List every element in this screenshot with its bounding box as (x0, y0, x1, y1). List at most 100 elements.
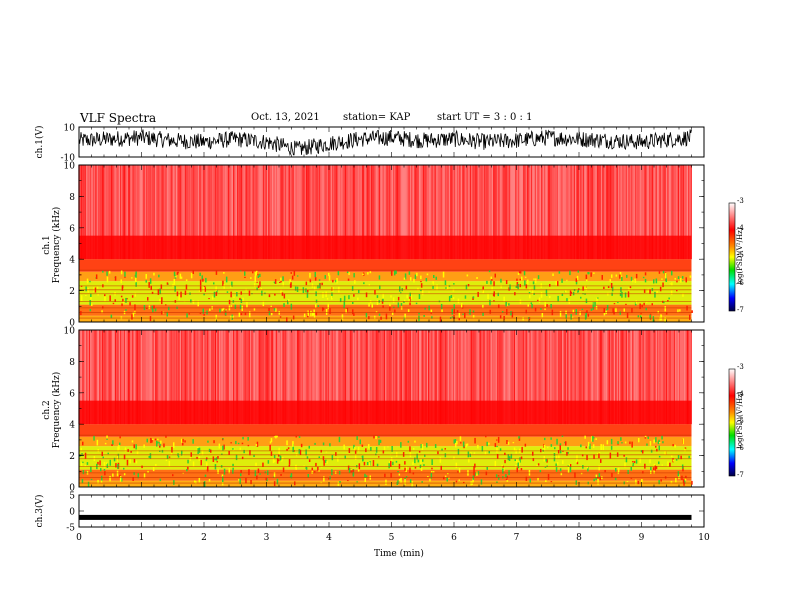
ch2-psd-cell (576, 454, 578, 461)
ch2-psd-cell (630, 477, 633, 479)
y-tick-label: -5 (66, 524, 75, 534)
ch1-psd-cell (430, 312, 432, 314)
ch1-psd-cell (630, 276, 633, 281)
ch2-psd-cell (247, 437, 249, 441)
ch2-psd-cell (677, 471, 680, 477)
ch1-psd-cell (416, 272, 418, 277)
ch1-psd-cell (482, 286, 484, 290)
ch1-psd-cell (534, 307, 537, 312)
ch1-psd-cell (609, 279, 611, 282)
ch1-psd-cell (367, 272, 369, 275)
ch1-psd-cell (537, 299, 539, 301)
ch1-psd-cell (640, 315, 642, 318)
ch1-psd-cell (458, 312, 461, 319)
ch1-psd-cell (375, 311, 378, 313)
ch1-psd-cell (654, 291, 656, 298)
ch2-psd-cell (565, 441, 567, 446)
ch2-psd-cell (243, 449, 245, 454)
ch1-psd-cell (625, 303, 627, 305)
ch1-psd-cell (289, 279, 291, 284)
ch2-psd-cell (455, 462, 458, 468)
ch2-psd-cell (567, 452, 569, 454)
ch1-psd-cell (580, 296, 582, 299)
ch1-psd-cell (203, 286, 205, 292)
ch2-psd-cell (136, 450, 139, 455)
ch1-psd-cell (431, 316, 433, 319)
ch2-psd-cell (150, 437, 152, 444)
ch1-psd-cell (533, 285, 536, 290)
ch2-psd-cell (485, 435, 487, 438)
ch2-psd-cell (473, 471, 475, 477)
ch2-psd-cell (218, 443, 221, 449)
y-tick-label: 8 (69, 193, 75, 203)
ch2-psd-cell (307, 474, 309, 478)
ch2-psd-cell (232, 467, 234, 470)
ch2-psd-cell (235, 440, 237, 445)
ch2-psd-cell (657, 441, 660, 445)
ch1-psd-cell (157, 289, 160, 295)
ch2-psd-cell (165, 459, 168, 462)
ch1-psd-cell (634, 278, 636, 281)
ch1-psd-cell (280, 277, 282, 282)
ch1-psd-cell (509, 284, 511, 290)
ch1-psd-cell (489, 299, 491, 306)
ch2-psd-cell (375, 436, 377, 440)
ch2-psd-cell (639, 457, 641, 464)
ch1-psd-cell (445, 287, 447, 289)
x-tick-label: 2 (201, 533, 207, 543)
ch1-psd-cell (566, 298, 568, 302)
ch1-psd-cell (268, 311, 271, 316)
ch2-psd-cell (368, 462, 371, 466)
ch2-psd-cell (559, 443, 562, 446)
ch2-psd-cell (322, 442, 325, 446)
ch2-psd-cell (537, 463, 540, 466)
ch1-psd-cell (230, 291, 232, 298)
ch2-psd-cell (196, 456, 198, 459)
ch1-psd-cell (451, 316, 454, 318)
ch1-psd-cell (327, 303, 329, 310)
ch1-psd-cell (160, 284, 163, 289)
ch1-psd-cell (313, 285, 316, 291)
ch2-psd-cell (496, 481, 498, 483)
ch1-psd-cell (174, 285, 176, 292)
ch1-psd-cell (325, 291, 327, 298)
ch2-psd-cell (633, 461, 636, 464)
ch1-psd-cell (254, 271, 257, 277)
ch2-psd-cell (586, 454, 588, 461)
ch1-psd-cell (129, 302, 131, 306)
ch1-psd-cell (525, 284, 528, 289)
ch1-psd-cell (581, 308, 584, 310)
ch2-psd-cell (587, 441, 590, 447)
ch1-psd-cell (541, 313, 544, 318)
ch1-psd-cell (577, 270, 579, 273)
ch2-psd-cell (250, 480, 252, 485)
ch1-psd-cell (420, 275, 422, 280)
ch1-psd-cell (291, 275, 294, 280)
ch1-psd-cell (378, 313, 381, 316)
ch1-psd-cell (161, 297, 163, 302)
ch1-psd-cell (197, 300, 199, 307)
ch1-psd-cell (432, 283, 434, 289)
ch1-psd-cell (529, 288, 531, 295)
ch1-psd-cell (199, 286, 202, 292)
ch1-psd-cell (230, 315, 232, 319)
ch1-psd-cell (667, 300, 669, 302)
ch2-psd-cell (132, 477, 134, 481)
ch1-psd-cell (503, 296, 505, 302)
ch1-psd-cell (250, 277, 252, 279)
ch2-psd-cell (468, 458, 470, 463)
ch2-psd-cell (314, 471, 316, 473)
ch1-psd-cell (436, 284, 438, 291)
ch1-psd-cell (106, 276, 109, 283)
ch1-frequency-band (79, 271, 692, 282)
ch1-psd-cell (516, 282, 519, 288)
ch1-psd-cell (131, 277, 133, 279)
ch1-psd-cell (322, 307, 324, 312)
ch2-psd-cell (680, 455, 682, 460)
ch1-psd-cell (505, 280, 508, 285)
ch1-psd-cell (413, 278, 415, 283)
ch1-psd-cell (490, 276, 492, 279)
ch1-psd-cell (469, 309, 471, 315)
y-tick-label: 4 (69, 421, 75, 431)
ch2-psd-cell (389, 461, 391, 464)
